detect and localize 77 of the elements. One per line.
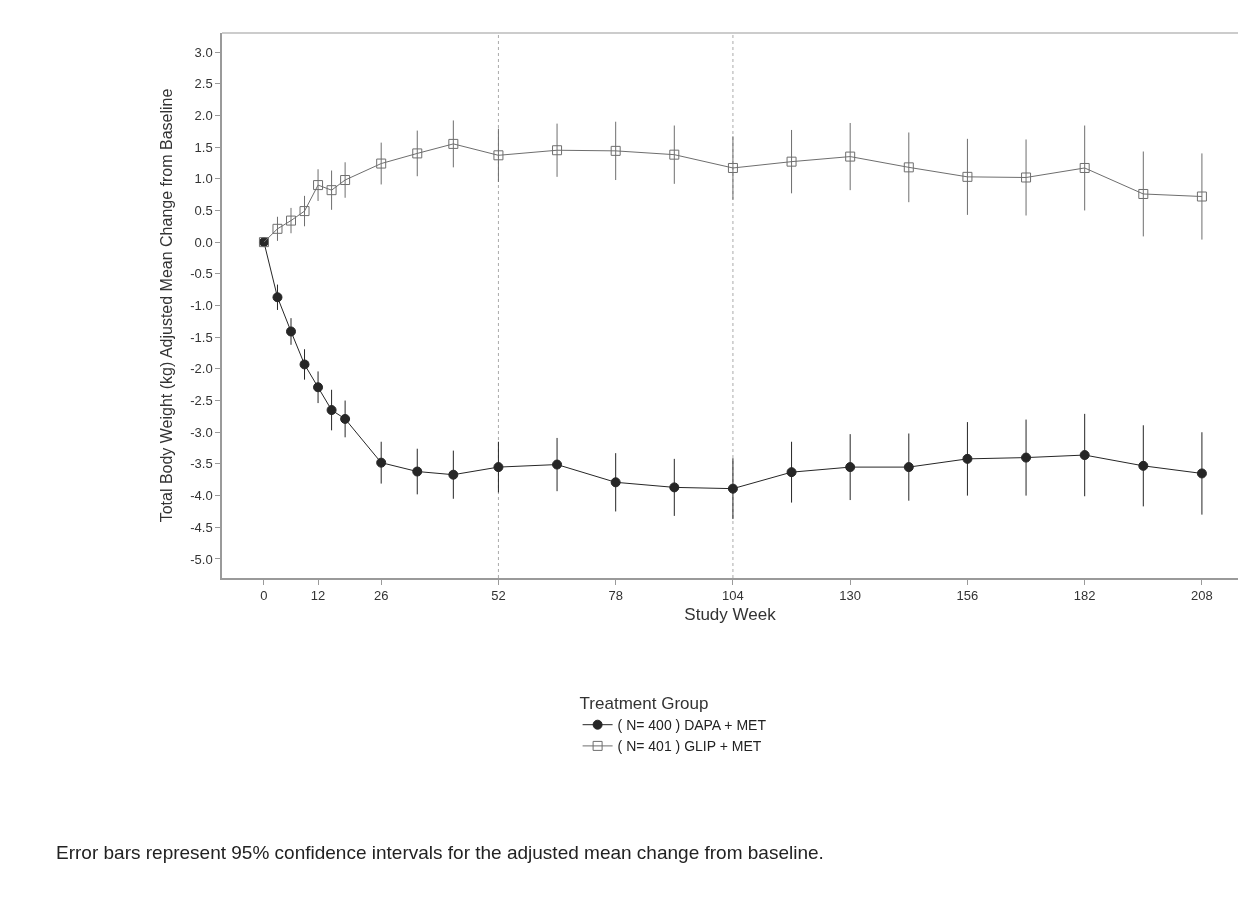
point [786, 467, 797, 478]
point [962, 453, 973, 464]
text: Error bars represent 95% confidence intervals for the adjusted mean change from baseline. [56, 842, 824, 863]
x-tick-label: 182 [1073, 588, 1096, 604]
point [299, 206, 310, 217]
y-tick-label: -0.5 [190, 266, 213, 282]
point [962, 171, 973, 182]
point [669, 149, 680, 160]
x-tick-label: 78 [608, 588, 623, 604]
point [493, 150, 504, 161]
y-tick-label: -3.0 [190, 424, 213, 440]
x-tick-label: 130 [839, 588, 862, 604]
y-tick-label: 2.5 [194, 76, 213, 92]
point [552, 459, 563, 470]
point [286, 326, 296, 337]
y-tick-label: 3.0 [194, 44, 213, 60]
point [412, 148, 423, 159]
point [376, 158, 387, 169]
point [845, 462, 856, 473]
point [340, 413, 351, 424]
point [326, 405, 337, 416]
point [845, 151, 856, 162]
legend-title: Treatment Group [579, 694, 709, 714]
y-tick-label: -2.5 [190, 393, 213, 409]
point [903, 162, 914, 173]
y-tick-label: 1.5 [194, 139, 213, 155]
y-tick-label: -3.5 [190, 456, 213, 472]
point [313, 382, 324, 393]
point [1196, 468, 1207, 479]
point [1021, 172, 1032, 183]
point [493, 462, 504, 473]
point [669, 482, 680, 493]
point [727, 162, 738, 173]
y-tick-label: -4.5 [190, 519, 213, 535]
point [326, 185, 337, 196]
point [448, 138, 459, 149]
point [1079, 162, 1090, 173]
point [412, 466, 423, 477]
x-axis-title: Study Week [684, 605, 777, 625]
point [448, 469, 459, 480]
y-tick-label: -5.0 [190, 551, 213, 567]
y-tick-label: -4.0 [190, 488, 213, 504]
point [376, 457, 387, 468]
point [552, 145, 563, 156]
x-tick-label: 12 [310, 588, 326, 604]
point [1138, 460, 1149, 471]
y-tick-label: 0.5 [194, 202, 213, 218]
point [786, 156, 797, 167]
y-tick-label: 1.0 [194, 171, 213, 187]
point [340, 175, 351, 186]
legend-label: ( N= 400 ) DAPA + MET [617, 717, 767, 734]
point [610, 145, 621, 156]
x-tick-label: 104 [722, 588, 744, 604]
point [1021, 452, 1032, 463]
point [1196, 191, 1207, 202]
x-tick-label: 0 [260, 588, 268, 604]
point [299, 359, 310, 370]
x-tick-label: 156 [956, 588, 979, 604]
y-tick-label: 0.0 [194, 234, 213, 250]
y-axis-title: Total Body Weight (kg) Adjusted Mean Change from Baseline [157, 88, 175, 523]
point [1079, 450, 1090, 461]
point [272, 223, 283, 234]
point [903, 462, 914, 473]
x-tick-label: 52 [491, 588, 506, 604]
point [727, 483, 738, 494]
point [272, 292, 283, 303]
x-tick-label: 208 [1191, 588, 1213, 604]
y-tick-label: 2.0 [194, 107, 213, 123]
legend-label: ( N= 401 ) GLIP + MET [617, 738, 762, 755]
y-tick-label: -1.0 [190, 298, 213, 314]
point [313, 180, 324, 191]
point [610, 477, 621, 488]
y-tick-label: -1.5 [190, 329, 213, 345]
y-tick-label: -2.0 [190, 361, 213, 377]
x-tick-label: 26 [373, 588, 389, 604]
point [1138, 188, 1149, 199]
point [286, 215, 296, 226]
